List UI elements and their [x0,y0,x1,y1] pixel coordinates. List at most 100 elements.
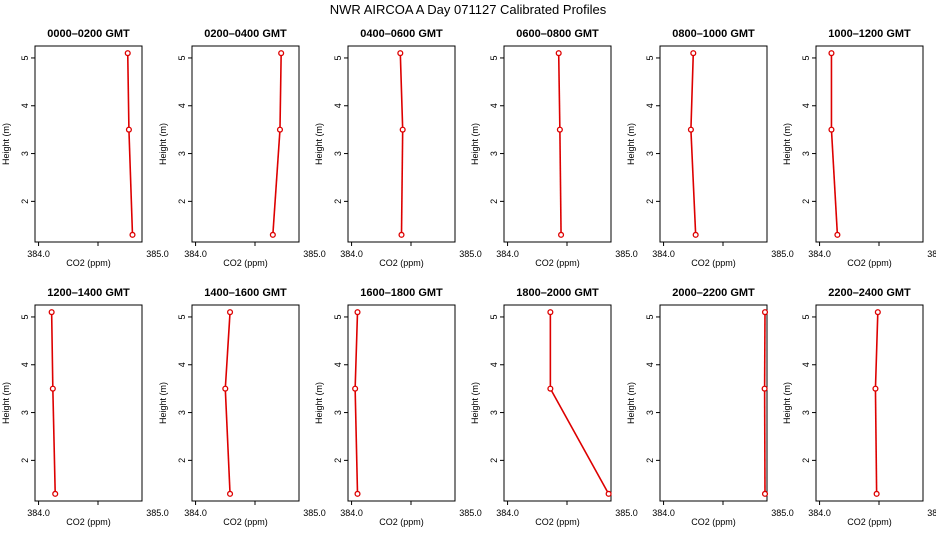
plot-frame [659,45,768,243]
x-tick-label: 385.0 [771,508,794,518]
panel-3: 0400–0600 GMT 384.0 385.0 2 3 4 5 CO2 (ppm) Heig… [314,28,482,268]
x-axis-label: CO2 (ppm) [847,517,892,527]
y-tick-label: 5 [489,55,499,60]
data-point [352,385,359,392]
panel-10: 1800–2000 GMT 384.0 385.0 2 3 4 5 CO2 (ppm) Heig… [470,287,638,527]
y-tick-label: 2 [333,458,343,463]
x-tick-label: 385.0 [771,249,794,259]
profile-segment [279,53,282,130]
panel-11: 2000–2200 GMT 384.0 385.0 2 3 4 5 CO2 (ppm) Heig… [626,287,794,527]
x-axis-label: CO2 (ppm) [66,258,111,268]
y-tick-label: 4 [333,103,343,108]
y-tick-label: 2 [489,199,499,204]
data-point [48,309,55,316]
panel-title: 1400–1600 GMT [204,287,287,299]
y-axis-label: Height (m) [470,123,480,165]
profile-segment [272,129,281,235]
x-axis-label: CO2 (ppm) [223,517,268,527]
data-point [276,126,284,133]
y-axis-label: Height (m) [158,123,168,165]
y-tick-label: 4 [645,362,655,367]
x-axis-label: CO2 (ppm) [535,258,580,268]
x-tick-label: 384.0 [808,508,831,518]
y-axis-label: Height (m) [314,382,324,424]
data-point [834,231,841,238]
y-axis-label: Height (m) [626,123,636,165]
panel-title: 2200–2400 GMT [828,287,911,299]
panel-title: 0000–0200 GMT [47,28,130,40]
data-point [354,309,361,316]
data-point [269,231,276,238]
profile-segment [874,312,879,389]
y-tick-label: 5 [801,55,811,60]
plot-frame [503,304,612,502]
y-tick-label: 2 [489,458,499,463]
y-tick-label: 2 [20,199,30,204]
plot-frame [191,45,300,243]
profile-segment [557,53,561,130]
x-axis-label: CO2 (ppm) [379,517,424,527]
data-point [761,385,768,392]
x-axis-label: CO2 (ppm) [691,258,736,268]
x-tick-label: 385.0 [303,508,326,518]
y-tick-label: 3 [645,151,655,156]
x-tick-label: 385.0 [146,508,169,518]
figure-title: NWR AIRCOA A Day 071127 Calibrated Profi… [330,2,607,17]
profile-segment [399,53,404,130]
y-tick-label: 4 [177,362,187,367]
panel-title: 0200–0400 GMT [204,28,287,40]
x-tick-label: 384.0 [340,249,363,259]
y-tick-label: 4 [20,362,30,367]
y-tick-label: 5 [645,55,655,60]
y-tick-label: 4 [801,103,811,108]
panel-4: 0600–0800 GMT 384.0 385.0 2 3 4 5 CO2 (ppm) Heig… [470,28,638,268]
panel-title: 1000–1200 GMT [828,28,911,40]
data-point [556,126,563,133]
profile-segment [128,129,134,235]
panel-2: 0200–0400 GMT 384.0 385.0 2 3 4 5 CO2 (ppm) Heig… [158,28,326,268]
data-point [354,490,361,497]
data-point [687,126,694,133]
plot-frame [815,304,924,502]
data-point [828,126,835,133]
x-tick-label: 384.0 [184,249,207,259]
x-axis-label: CO2 (ppm) [223,258,268,268]
panel-title: 1200–1400 GMT [47,287,130,299]
x-tick-label: 384.0 [652,249,675,259]
panel-title: 1800–2000 GMT [516,287,599,299]
x-tick-label: 385.0 [459,508,482,518]
profile-segment [400,129,404,235]
profile-segment [690,53,695,130]
y-tick-label: 5 [645,314,655,319]
x-tick-label: 385.0 [927,508,936,518]
plot-frame [34,45,143,243]
y-tick-label: 4 [489,103,499,108]
panel-9: 1600–1800 GMT 384.0 385.0 2 3 4 5 CO2 (ppm) Heig… [314,287,482,527]
data-point [547,309,554,316]
data-point [873,490,880,497]
x-tick-label: 384.0 [652,508,675,518]
y-tick-label: 5 [20,314,30,319]
plot-frame [815,45,924,243]
data-point [398,231,405,238]
y-tick-label: 3 [801,151,811,156]
profile-segment [354,388,359,494]
plot-frame [503,45,612,243]
data-point [125,126,132,133]
profile-segment [559,129,562,235]
y-axis-label: Height (m) [1,382,11,424]
data-point [555,50,562,57]
y-tick-label: 5 [177,314,187,319]
y-tick-label: 4 [333,362,343,367]
panel-1: 0000–0200 GMT 384.0 385.0 2 3 4 5 CO2 (ppm) Heig… [1,28,169,268]
y-axis-label: Height (m) [626,382,636,424]
plot-frame [34,304,143,502]
x-tick-label: 385.0 [146,249,169,259]
data-point [222,385,229,392]
profile-segment [126,53,130,130]
data-point [872,385,879,392]
x-axis-label: CO2 (ppm) [379,258,424,268]
y-tick-label: 3 [20,410,30,415]
y-tick-label: 4 [645,103,655,108]
y-axis-label: Height (m) [314,123,324,165]
